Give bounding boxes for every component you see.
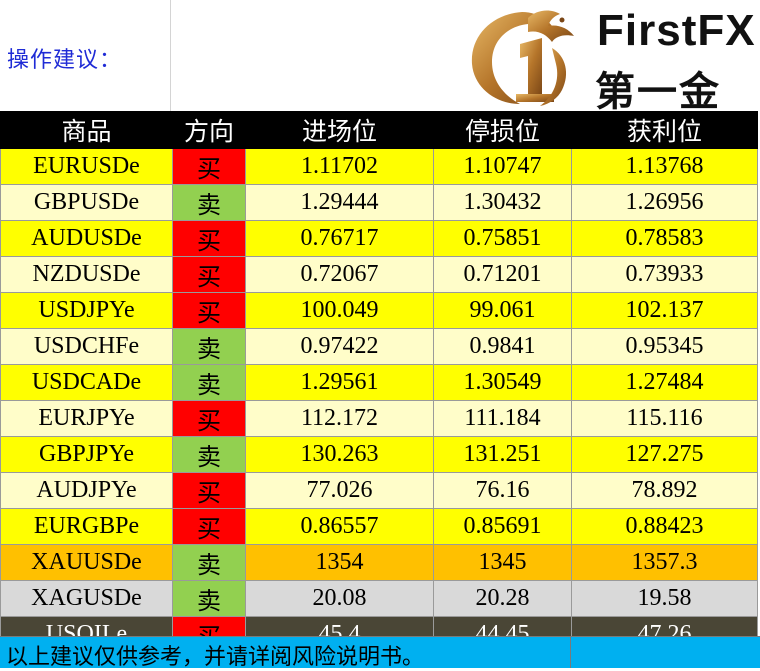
footer-divider (570, 637, 571, 668)
stop-cell: 131.251 (433, 436, 572, 473)
table-row: USDCHFe 卖 0.97422 0.9841 0.95345 (0, 328, 758, 365)
direction-cell: 买 (172, 400, 246, 437)
target-cell: 0.73933 (571, 256, 758, 293)
table-row: NZDUSDe 买 0.72067 0.71201 0.73933 (0, 256, 758, 293)
stop-cell: 0.71201 (433, 256, 572, 293)
stop-cell: 0.9841 (433, 328, 572, 365)
symbol-cell: NZDUSDe (0, 256, 173, 293)
direction-cell: 卖 (172, 364, 246, 401)
symbol-cell: USDCADe (0, 364, 173, 401)
table-header-row: 商品 方向 进场位 停损位 获利位 (0, 111, 758, 149)
stop-cell: 1.30549 (433, 364, 572, 401)
stop-cell: 0.75851 (433, 220, 572, 257)
stop-cell: 1345 (433, 544, 572, 581)
stop-cell: 76.16 (433, 472, 572, 509)
direction-cell: 卖 (172, 544, 246, 581)
column-header-target: 获利位 (571, 111, 758, 149)
symbol-cell: GBPUSDe (0, 184, 173, 221)
entry-cell: 1.29444 (245, 184, 434, 221)
table-row: AUDJPYe 买 77.026 76.16 78.892 (0, 472, 758, 509)
direction-cell: 买 (172, 220, 246, 257)
brand-logo: FirstFX 第一金匯 (462, 4, 758, 173)
symbol-cell: USDCHFe (0, 328, 173, 365)
entry-cell: 20.08 (245, 580, 434, 617)
table-row: EURUSDe 买 1.11702 1.10747 1.13768 (0, 148, 758, 185)
direction-cell: 卖 (172, 184, 246, 221)
entry-cell: 0.86557 (245, 508, 434, 545)
target-cell: 0.88423 (571, 508, 758, 545)
symbol-cell: AUDUSDe (0, 220, 173, 257)
direction-cell: 买 (172, 292, 246, 329)
column-header-stop: 停损位 (433, 111, 572, 149)
direction-cell: 卖 (172, 436, 246, 473)
disclaimer-text: 以上建议仅供参考，并请详阅风险说明书。 (6, 645, 425, 670)
target-cell: 1.27484 (571, 364, 758, 401)
direction-cell: 卖 (172, 328, 246, 365)
entry-cell: 1.11702 (245, 148, 434, 185)
table-row: GBPUSDe 卖 1.29444 1.30432 1.26956 (0, 184, 758, 221)
direction-cell: 买 (172, 256, 246, 293)
header-label-cell: 操作建议： (0, 0, 171, 111)
symbol-cell: EURUSDe (0, 148, 173, 185)
direction-cell: 卖 (172, 580, 246, 617)
entry-cell: 1.29561 (245, 364, 434, 401)
table-row: EURGBPe 买 0.86557 0.85691 0.88423 (0, 508, 758, 545)
entry-cell: 112.172 (245, 400, 434, 437)
direction-cell: 买 (172, 148, 246, 185)
column-header-direction: 方向 (172, 111, 246, 149)
direction-cell: 买 (172, 472, 246, 509)
target-cell: 1.13768 (571, 148, 758, 185)
entry-cell: 1354 (245, 544, 434, 581)
table-row: EURJPYe 买 112.172 111.184 115.116 (0, 400, 758, 437)
target-cell: 115.116 (571, 400, 758, 437)
header: 操作建议： FirstFX 第一金匯 (0, 0, 760, 173)
entry-cell: 0.72067 (245, 256, 434, 293)
column-header-symbol: 商品 (0, 111, 173, 149)
symbol-cell: XAGUSDe (0, 580, 173, 617)
table-row: AUDUSDe 买 0.76717 0.75851 0.78583 (0, 220, 758, 257)
trade-advice-table: 商品 方向 进场位 停损位 获利位 EURUSDe 买 1.11702 1.10747… (0, 111, 758, 653)
column-header-entry: 进场位 (245, 111, 434, 149)
symbol-cell: AUDJPYe (0, 472, 173, 509)
target-cell: 0.95345 (571, 328, 758, 365)
stop-cell: 0.85691 (433, 508, 572, 545)
table-row: XAUUSDe 卖 1354 1345 1357.3 (0, 544, 758, 581)
table-row: GBPJPYe 卖 130.263 131.251 127.275 (0, 436, 758, 473)
entry-cell: 100.049 (245, 292, 434, 329)
target-cell: 0.78583 (571, 220, 758, 257)
stop-cell: 111.184 (433, 400, 572, 437)
symbol-cell: GBPJPYe (0, 436, 173, 473)
dragon-logo-icon (471, 10, 574, 106)
table-row: XAGUSDe 卖 20.08 20.28 19.58 (0, 580, 758, 617)
target-cell: 102.137 (571, 292, 758, 329)
table-row: USDJPYe 买 100.049 99.061 102.137 (0, 292, 758, 329)
symbol-cell: EURGBPe (0, 508, 173, 545)
entry-cell: 77.026 (245, 472, 434, 509)
stop-cell: 99.061 (433, 292, 572, 329)
brand-name-english: FirstFX (597, 6, 756, 55)
entry-cell: 0.97422 (245, 328, 434, 365)
stop-cell: 1.30432 (433, 184, 572, 221)
advice-label: 操作建议： (7, 48, 123, 73)
disclaimer-bar: 以上建议仅供参考，并请详阅风险说明书。 (0, 636, 760, 670)
target-cell: 78.892 (571, 472, 758, 509)
target-cell: 1357.3 (571, 544, 758, 581)
symbol-cell: XAUUSDe (0, 544, 173, 581)
entry-cell: 0.76717 (245, 220, 434, 257)
target-cell: 1.26956 (571, 184, 758, 221)
stop-cell: 1.10747 (433, 148, 572, 185)
direction-cell: 买 (172, 508, 246, 545)
symbol-cell: EURJPYe (0, 400, 173, 437)
stop-cell: 20.28 (433, 580, 572, 617)
target-cell: 19.58 (571, 580, 758, 617)
table-row: USDCADe 卖 1.29561 1.30549 1.27484 (0, 364, 758, 401)
target-cell: 127.275 (571, 436, 758, 473)
symbol-cell: USDJPYe (0, 292, 173, 329)
entry-cell: 130.263 (245, 436, 434, 473)
